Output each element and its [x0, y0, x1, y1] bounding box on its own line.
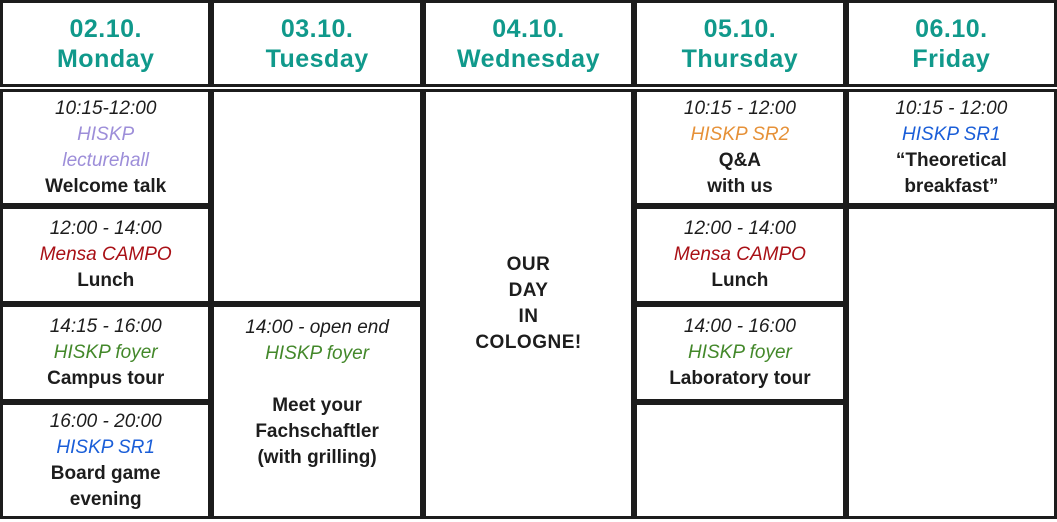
column-tuesday: 03.10. Tuesday 14:00 - open end HISKP fo… [211, 0, 423, 519]
event-time: 10:15 - 12:00 [895, 97, 1008, 119]
event-time: 14:00 - 16:00 [683, 316, 796, 337]
event-time: 14:00 - open end [245, 317, 389, 338]
day-header-label: 06.10. Friday [912, 14, 991, 73]
event-location: HISKP foyer [688, 342, 792, 363]
cell-wednesday-cologne-day: OUR DAY IN COLOGNE! [422, 89, 635, 519]
event-title: Laboratory tour [669, 368, 811, 389]
column-thursday: 05.10. Thursday 10:15 - 12:00 HISKP SR2 … [634, 0, 846, 519]
event-title: Q&A with us [707, 149, 773, 197]
column-friday: 06.10. Friday 10:15 - 12:00 HISKP SR1 “T… [845, 0, 1057, 519]
event-time: 10:15-12:00 [54, 97, 157, 119]
cell-thursday-laboratory-tour: 14:00 - 16:00 HISKP foyer Laboratory tou… [634, 304, 846, 402]
column-monday: 02.10. Monday 10:15-12:00 HISKP lectureh… [0, 0, 212, 519]
cell-thursday-qa-with-us: 10:15 - 12:00 HISKP SR2 Q&A with us [634, 89, 846, 206]
event-title: Meet your Fachschaftler (with grilling) [255, 395, 379, 468]
event-title: Board game evening [50, 462, 161, 510]
event-time: 10:15 - 12:00 [683, 97, 796, 119]
cell-thursday-evening-empty [634, 402, 846, 519]
cell-thursday-lunch: 12:00 - 14:00 Mensa CAMPO Lunch [634, 206, 846, 304]
cell-tuesday-meet-fachschaftler: 14:00 - open end HISKP foyer Meet your F… [211, 304, 423, 519]
day-header-wednesday: 04.10. Wednesday [422, 0, 635, 87]
event-location: HISKP lecturehall [62, 123, 149, 171]
event-title: Lunch [77, 270, 135, 291]
event-time: 12:00 - 14:00 [683, 218, 796, 239]
cell-monday-welcome-talk: 10:15-12:00 HISKP lecturehall Welcome ta… [0, 89, 212, 206]
day-header-tuesday: 03.10. Tuesday [211, 0, 423, 87]
cell-monday-lunch: 12:00 - 14:00 Mensa CAMPO Lunch [0, 206, 212, 304]
day-header-friday: 06.10. Friday [845, 0, 1057, 87]
column-wednesday: 04.10. Wednesday OUR DAY IN COLOGNE! [422, 0, 635, 519]
cell-monday-campus-tour: 14:15 - 16:00 HISKP foyer Campus tour [0, 304, 212, 402]
event-time: 12:00 - 14:00 [49, 218, 162, 239]
day-header-thursday: 05.10. Thursday [634, 0, 846, 87]
cell-friday-afternoon-empty [845, 206, 1057, 519]
day-header-label: 03.10. Tuesday [265, 14, 369, 73]
day-header-monday: 02.10. Monday [0, 0, 212, 87]
cell-tuesday-morning-empty [211, 89, 423, 304]
event-time: 14:15 - 16:00 [49, 316, 162, 337]
event-location: HISKP SR2 [690, 123, 790, 145]
event-location: HISKP foyer [53, 342, 158, 363]
day-header-label: 02.10. Monday [56, 14, 155, 73]
event-time: 16:00 - 20:00 [49, 410, 162, 432]
event-title: OUR DAY IN COLOGNE! [475, 254, 582, 353]
event-title: Lunch [711, 270, 769, 291]
cell-monday-board-game-evening: 16:00 - 20:00 HISKP SR1 Board game eveni… [0, 402, 212, 519]
event-location: HISKP foyer [265, 343, 370, 364]
event-title: “Theoretical breakfast” [895, 149, 1007, 197]
event-location: Mensa CAMPO [673, 244, 806, 265]
cell-friday-theoretical-breakfast: 10:15 - 12:00 HISKP SR1 “Theoretical bre… [845, 89, 1057, 206]
day-header-label: 04.10. Wednesday [457, 14, 600, 73]
event-location: HISKP SR1 [56, 436, 155, 458]
event-location: Mensa CAMPO [39, 244, 172, 265]
event-location: HISKP SR1 [902, 123, 1001, 145]
day-header-label: 05.10. Thursday [681, 14, 799, 73]
event-title: Welcome talk [45, 175, 167, 197]
event-title: Campus tour [47, 368, 165, 389]
